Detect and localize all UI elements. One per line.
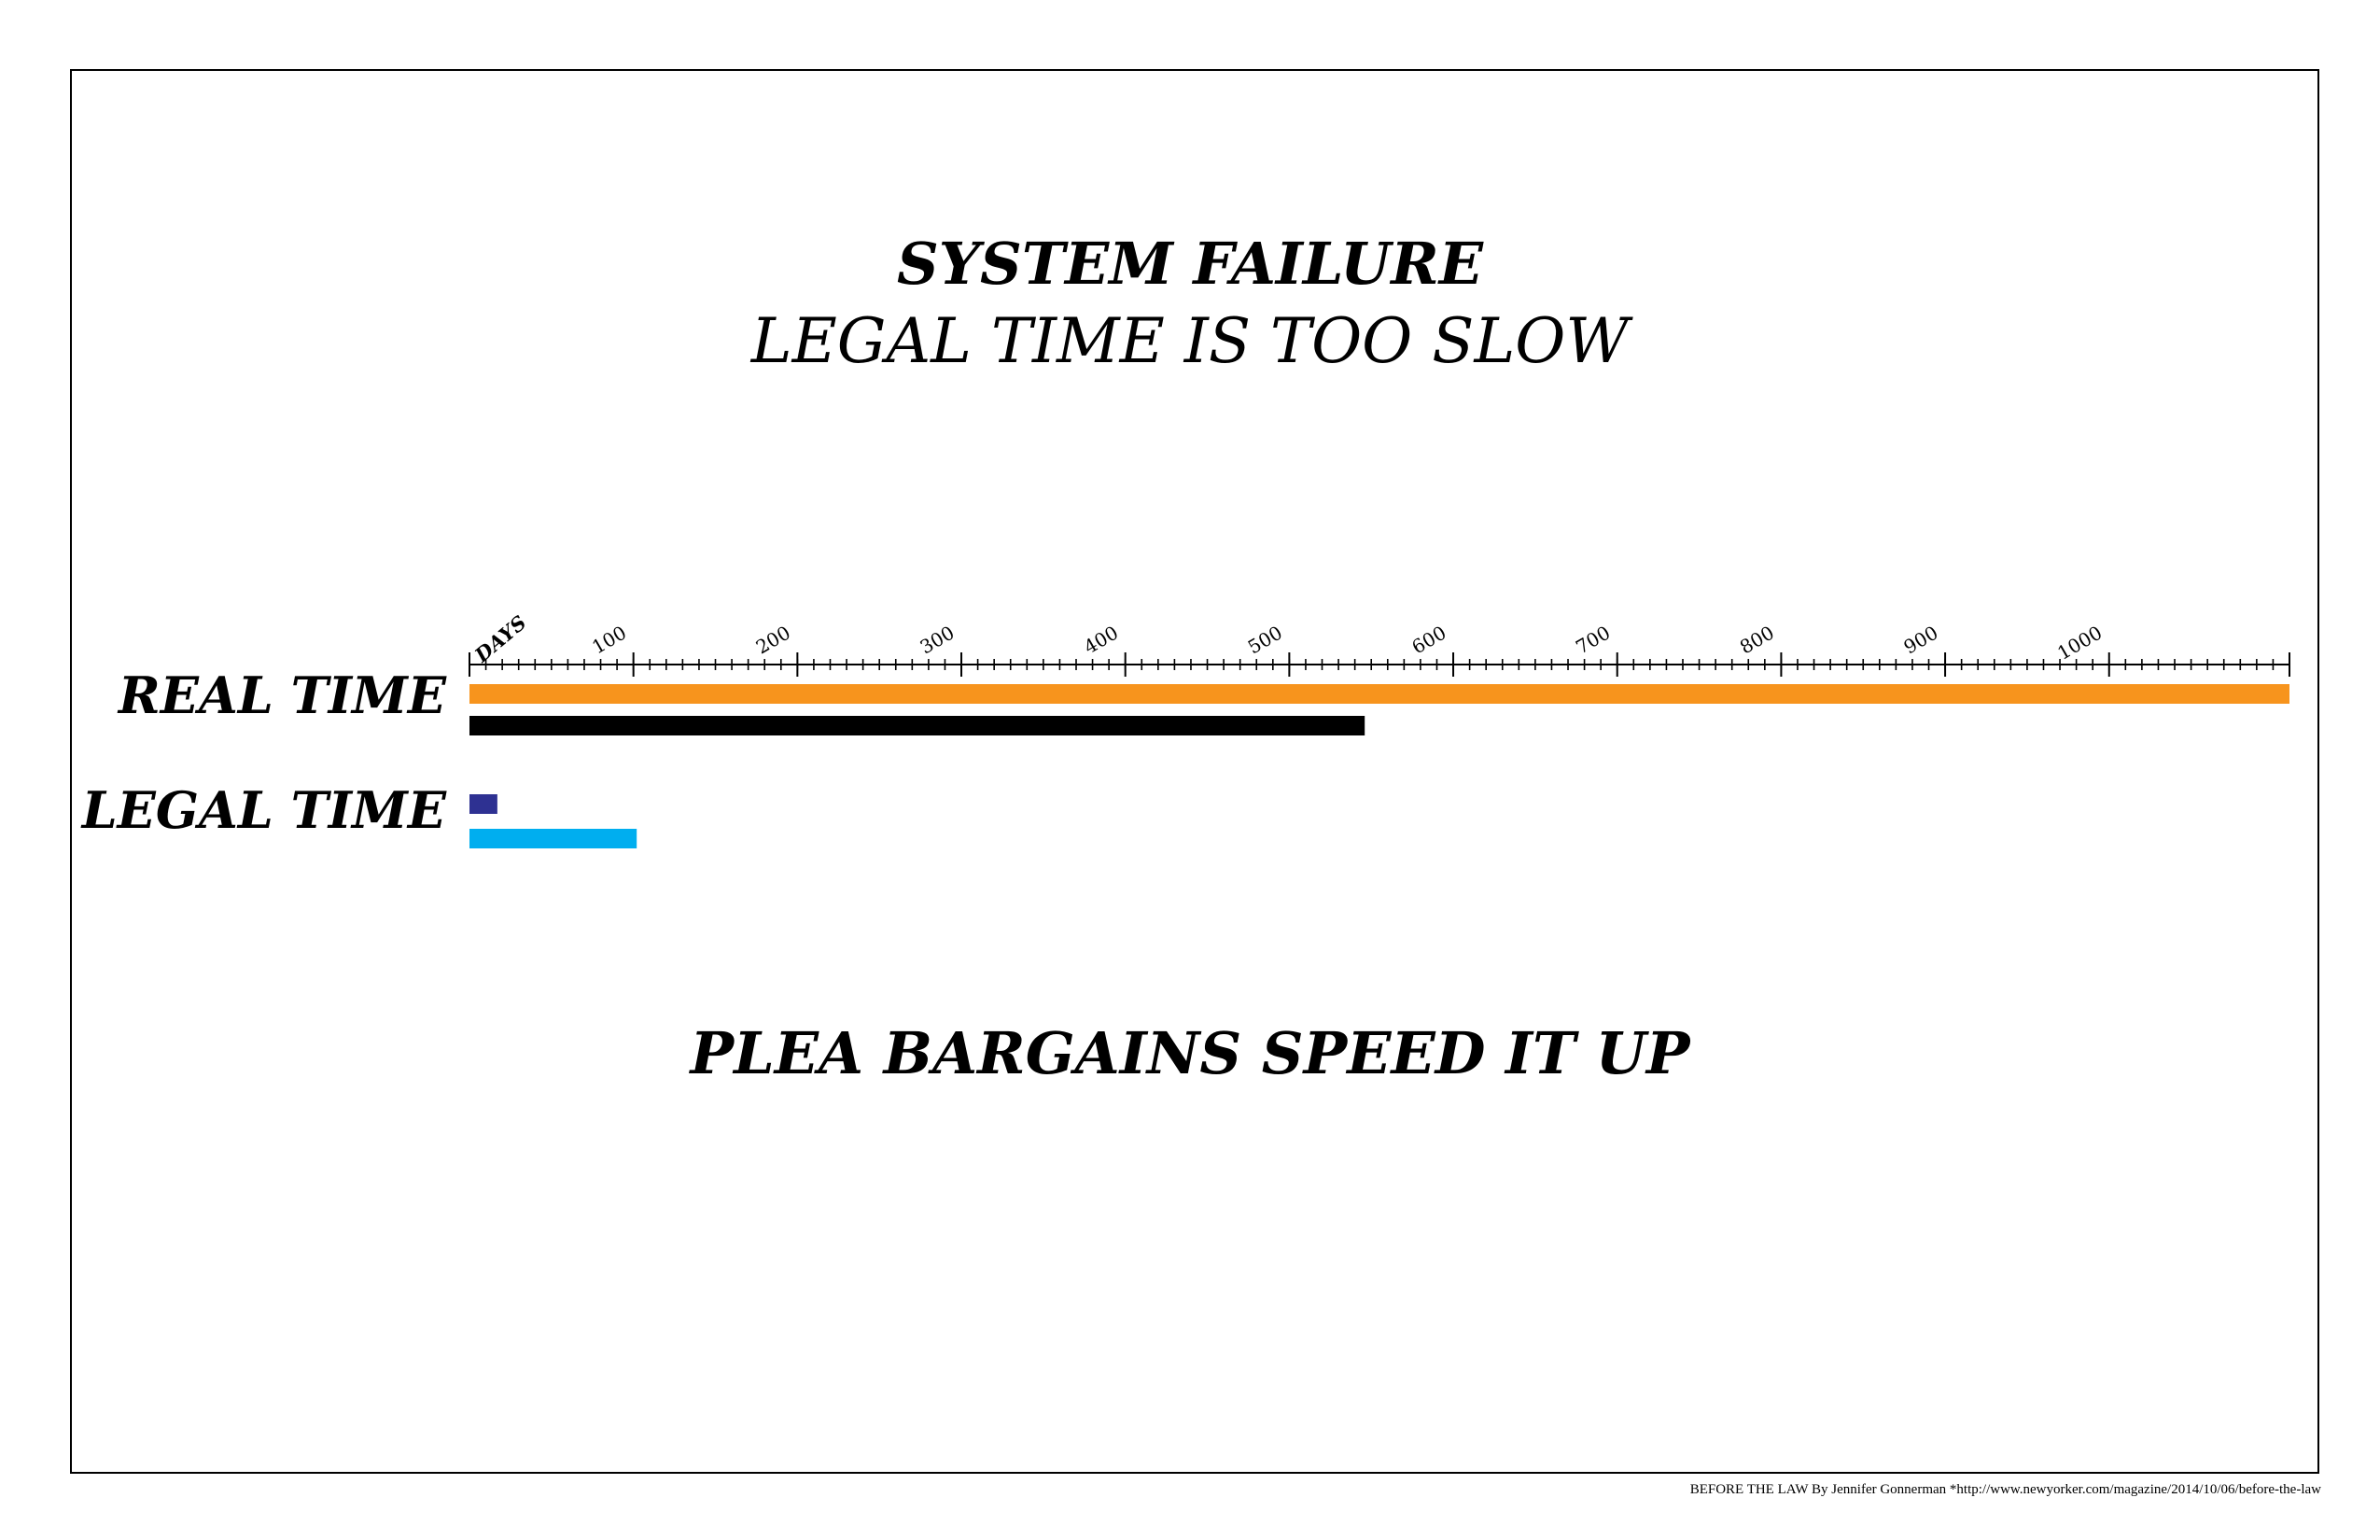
tick-label-900: 900: [1900, 622, 1942, 659]
tick-label-600: 600: [1407, 622, 1449, 659]
tick-label-700: 700: [1572, 622, 1614, 659]
tick-label-500: 500: [1244, 622, 1286, 659]
group-label-real-time: REAL TIME: [118, 665, 446, 725]
bar-legal-time-2: [469, 829, 637, 848]
axis-unit-label: DAYS: [469, 610, 531, 667]
chart-subtitle: LEGAL TIME IS TOO SLOW: [750, 305, 1630, 377]
group-label-legal-time: LEGAL TIME: [81, 780, 446, 840]
tick-label-400: 400: [1080, 622, 1122, 659]
tick-label-800: 800: [1736, 622, 1778, 659]
conclusion-text: PLEA BARGAINS SPEED IT UP: [690, 1019, 1690, 1087]
tick-label-200: 200: [752, 622, 794, 659]
bar-real-time-2: [469, 716, 1365, 735]
tick-label-300: 300: [916, 622, 958, 659]
tick-label-1000: 1000: [2053, 622, 2106, 665]
bar-real-time-1: [469, 684, 2289, 704]
bar-legal-time-1: [469, 794, 497, 814]
tick-label-100: 100: [588, 622, 630, 659]
chart-frame: [70, 69, 2319, 1474]
source-credit: BEFORE THE LAW By Jennifer Gonnerman *ht…: [1689, 1482, 2321, 1497]
chart-title: SYSTEM FAILURE: [897, 230, 1483, 298]
